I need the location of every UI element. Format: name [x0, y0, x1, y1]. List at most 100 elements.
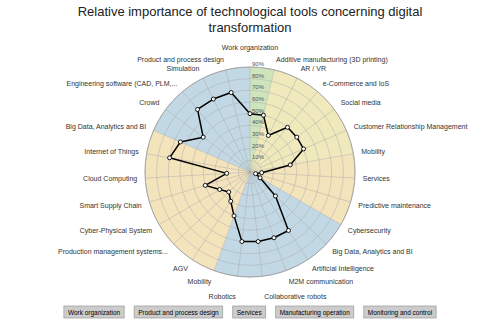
category-label: M2M communication: [289, 278, 354, 285]
grid-spoke: [149, 172, 250, 202]
data-point: [227, 190, 231, 194]
data-point: [229, 199, 233, 203]
annotation: Services: [233, 306, 266, 318]
category-label: e-Commerce and IoS: [323, 80, 390, 87]
title: Relative importance of technological too…: [78, 4, 423, 35]
sectors: [145, 67, 355, 277]
data-point: [225, 171, 229, 175]
category-labels: Work organization Additive manufacturing …: [58, 44, 467, 300]
data-point: [196, 107, 200, 111]
annotation-box: [64, 306, 124, 318]
annotation: Product and process design: [134, 306, 223, 318]
category-label: Artificial Intelligence: [312, 265, 374, 273]
grid-spoke: [174, 172, 250, 244]
category-label: Production management systems...: [58, 248, 168, 256]
category-label: AR / VR: [301, 65, 326, 72]
grid-spoke: [250, 78, 297, 172]
radial-ticks: 10% 20% 30% 40% 50% 60% 70% 80% 90%: [252, 61, 265, 160]
grid-spoke: [250, 172, 341, 225]
data-point: [285, 125, 289, 129]
tick-label: 70%: [252, 84, 265, 90]
annotation-box: [276, 306, 354, 318]
data-point: [254, 172, 258, 176]
data-point: [168, 156, 172, 160]
tick-label: 90%: [252, 61, 265, 67]
grid-spoke: [250, 67, 251, 172]
category-label: Work organization: [222, 44, 278, 52]
category-label: Collaborative robots: [264, 293, 327, 300]
data-point: [260, 171, 264, 175]
grid-spoke: [250, 130, 346, 172]
frame: [145, 67, 355, 277]
data-point: [240, 240, 244, 244]
data-point: [302, 147, 306, 151]
data-point: [272, 236, 276, 240]
tick-label: 20%: [252, 143, 265, 149]
tick-label: 30%: [252, 131, 265, 137]
annotation-box: [134, 306, 223, 318]
title-line: transformation: [208, 20, 291, 35]
category-label: Crowd: [139, 99, 159, 106]
grid-spoke: [250, 172, 355, 178]
data-point: [232, 214, 236, 218]
grid-spoke: [214, 172, 250, 271]
tick-label: 40%: [252, 119, 265, 125]
category-label: Robotics: [209, 293, 237, 300]
annotation-text: Product and process design: [138, 309, 219, 317]
data-point: [229, 91, 233, 95]
grid-spoke: [192, 172, 250, 260]
data-point: [273, 194, 277, 198]
annotation-text: Work organization: [68, 309, 121, 317]
category-label: Smart Supply Chain: [79, 202, 141, 210]
annotation-box: [364, 306, 436, 318]
category-label: AGV: [173, 265, 188, 272]
category-label: Big Data, Analytics and BI: [66, 123, 147, 131]
grid-spoke: [250, 154, 353, 172]
grid-spoke: [159, 172, 250, 225]
grid-spoke: [250, 172, 326, 244]
category-label: Internet of Things: [84, 148, 139, 156]
data-point: [211, 97, 215, 101]
data-point: [203, 183, 207, 187]
data-point: [295, 135, 299, 139]
grid-spoke: [147, 154, 250, 172]
annotation-text: Services: [237, 309, 263, 316]
tick-label: 80%: [252, 73, 265, 79]
grid-spoke: [154, 130, 250, 172]
tick-label: 50%: [252, 108, 265, 114]
grid-spoke: [250, 172, 351, 202]
category-label: Additive manufacturing (3D printing): [276, 56, 388, 64]
grid-circle: [145, 67, 355, 277]
annotation: Monitoring and control: [364, 306, 436, 318]
tick-label: 60%: [252, 96, 265, 102]
data-point: [256, 240, 260, 244]
grid-spoke: [145, 172, 250, 178]
data-point: [201, 135, 205, 139]
data-line: [170, 93, 304, 242]
category-label: Social media: [341, 99, 381, 106]
data-point: [286, 228, 290, 232]
category-label: Big Data, Analytics and BI: [332, 248, 413, 256]
category-label: Services: [363, 175, 390, 182]
grid-spoke: [203, 78, 250, 172]
category-label: Cloud Computing: [83, 175, 137, 183]
category-label: Cybersecurity: [348, 227, 391, 235]
annotation-text: Monitoring and control: [368, 309, 433, 317]
tick-label: 10%: [252, 154, 265, 160]
annotation: Manufacturing operation: [276, 306, 354, 318]
data: [168, 91, 306, 244]
category-label: Customer Relationship Management: [354, 123, 468, 131]
category-label: Product and process design: [137, 56, 224, 64]
category-label: Mobility: [361, 148, 385, 156]
grid-spoke: [250, 92, 317, 172]
annotation-text: Manufacturing operation: [280, 309, 350, 317]
data-point: [266, 134, 270, 138]
title-line: Relative importance of technological too…: [78, 4, 423, 19]
category-label: Mobility: [188, 278, 212, 286]
chart: Relative importance of technological too…: [0, 0, 500, 325]
data-point: [261, 113, 265, 117]
grid-spoke: [183, 92, 250, 172]
data-point: [218, 188, 222, 192]
category-label: Cyber-Physical System: [80, 227, 153, 235]
category-label: Simulation: [167, 65, 200, 72]
